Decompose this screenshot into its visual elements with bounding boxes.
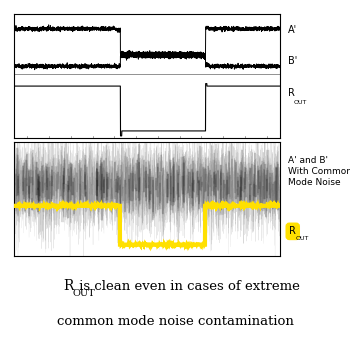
Text: A': A' [288,25,297,35]
Text: B': B' [288,56,297,66]
Text: A' and B'
With Common
Mode Noise: A' and B' With Common Mode Noise [288,156,350,187]
Text: common mode noise contamination: common mode noise contamination [57,315,293,328]
Text: R: R [63,279,74,293]
Text: OUT: OUT [294,100,307,104]
Text: R: R [289,226,296,236]
Text: is clean even in cases of extreme: is clean even in cases of extreme [75,280,300,293]
Text: OUT: OUT [72,289,95,298]
Text: R: R [288,88,295,98]
Text: OUT: OUT [295,236,309,241]
